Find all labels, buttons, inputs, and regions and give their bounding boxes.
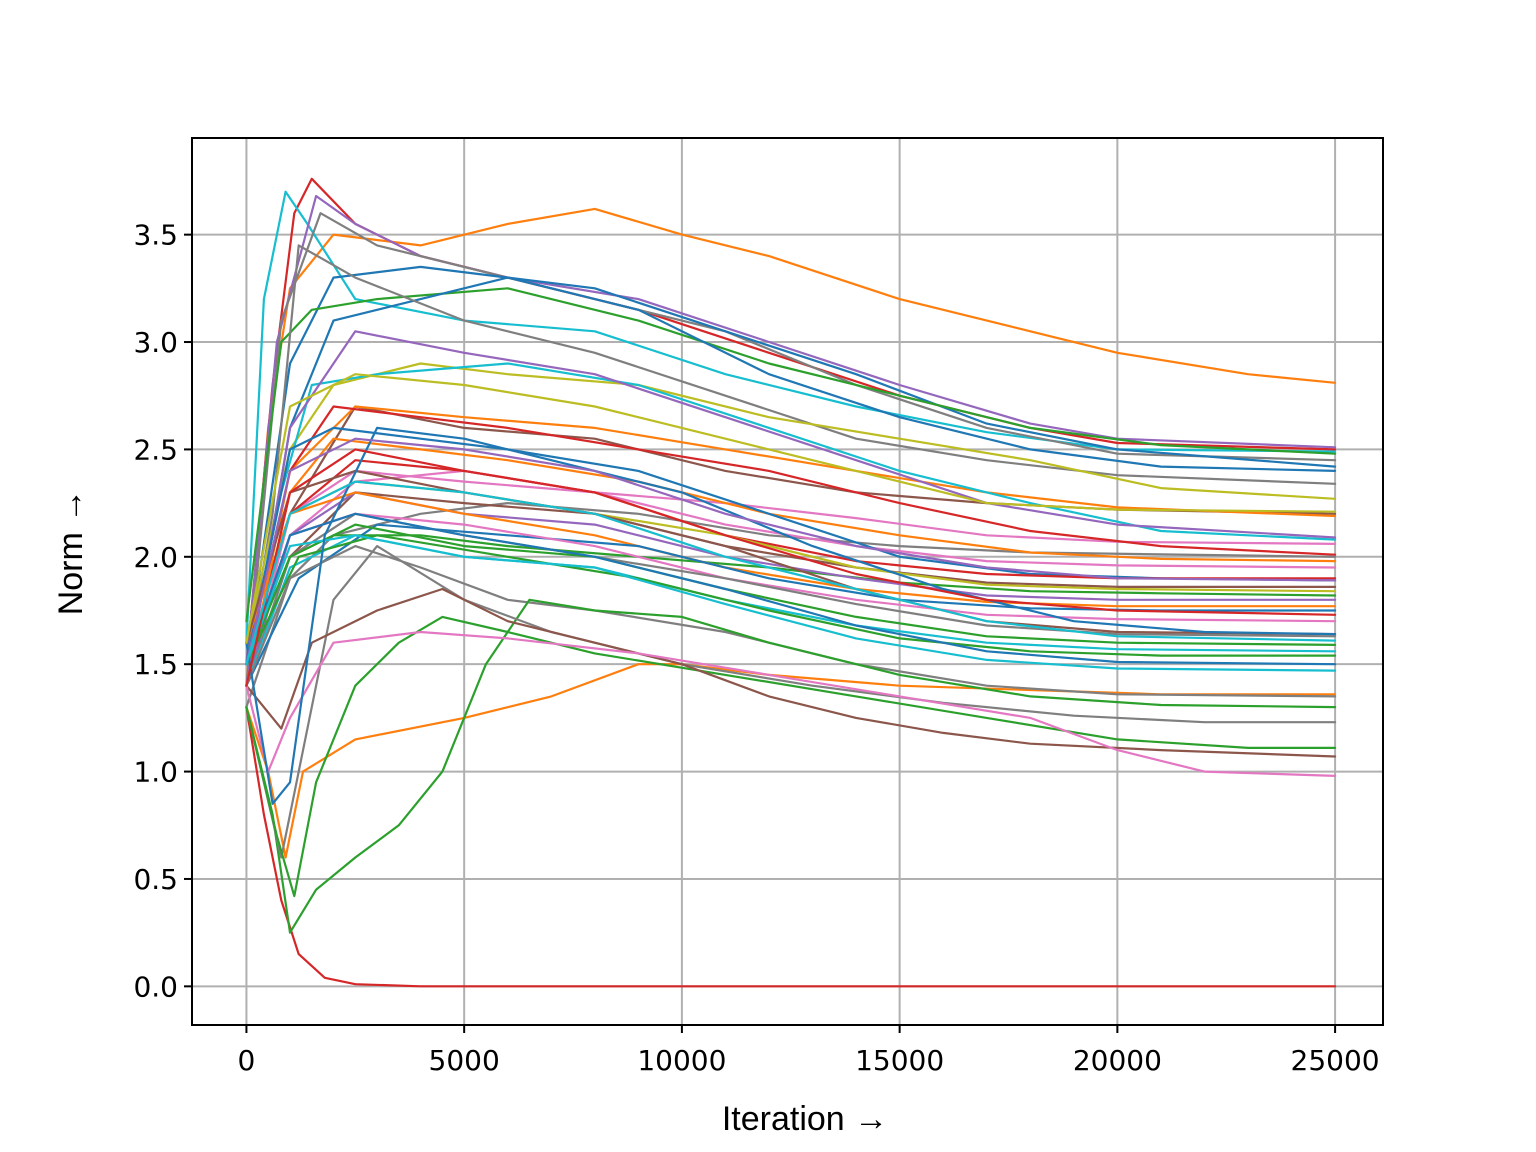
series-line-48 — [245, 480, 1337, 666]
series-line-41 — [245, 615, 1337, 898]
y-tick-label: 0.5 — [133, 863, 178, 896]
series-line-47 — [245, 448, 1337, 687]
series-line-34 — [245, 534, 1337, 666]
y-tick-label: 1.0 — [133, 756, 178, 789]
series-line-36 — [245, 534, 1337, 672]
plot-frame — [191, 137, 1384, 1026]
series-line-14 — [245, 362, 1337, 666]
y-tick-label: 3.5 — [133, 219, 178, 252]
y-tick-label: 2.0 — [133, 541, 178, 574]
x-tick-label: 0 — [238, 1044, 256, 1077]
series-line-13 — [245, 405, 1337, 687]
series-line-35 — [245, 512, 1337, 666]
x-tick-label: 15000 — [855, 1044, 944, 1077]
series-line-17 — [245, 405, 1337, 666]
series-line-5 — [245, 194, 1337, 666]
series-line-9 — [245, 276, 1337, 687]
x-axis-title: Iteration → — [722, 1100, 888, 1138]
series-line-37 — [245, 663, 1337, 859]
x-tick-label: 25000 — [1291, 1044, 1380, 1077]
series-line-45 — [245, 373, 1337, 644]
x-tick-label: 10000 — [637, 1044, 726, 1077]
series-line-7 — [245, 265, 1337, 666]
y-tick-label: 2.5 — [133, 433, 178, 466]
series-group — [245, 177, 1337, 988]
x-tick-label: 5000 — [429, 1044, 500, 1077]
series-line-4 — [245, 190, 1337, 644]
series-line-30 — [245, 469, 1337, 644]
series-line-43 — [245, 630, 1337, 777]
series-line-16 — [245, 469, 1337, 666]
y-tick-label: 1.5 — [133, 648, 178, 681]
series-line-20 — [245, 469, 1337, 687]
x-tick-label: 20000 — [1073, 1044, 1162, 1077]
y-axis-title: Norm → — [52, 489, 90, 616]
series-line-15 — [245, 330, 1337, 687]
series-line-46 — [245, 437, 1337, 666]
series-line-1 — [245, 706, 1337, 988]
series-line-26 — [245, 491, 1337, 687]
axis-ticks: 0 5000 10000 15000 20000 25000 0.0 0.5 1.0 1.5 2.0… — [133, 219, 1379, 1077]
y-tick-label: 3.0 — [133, 326, 178, 359]
series-line-44 — [245, 426, 1337, 805]
series-line-8 — [245, 287, 1337, 623]
series-line-10 — [245, 244, 1337, 666]
y-tick-label: 0.0 — [133, 970, 178, 1003]
